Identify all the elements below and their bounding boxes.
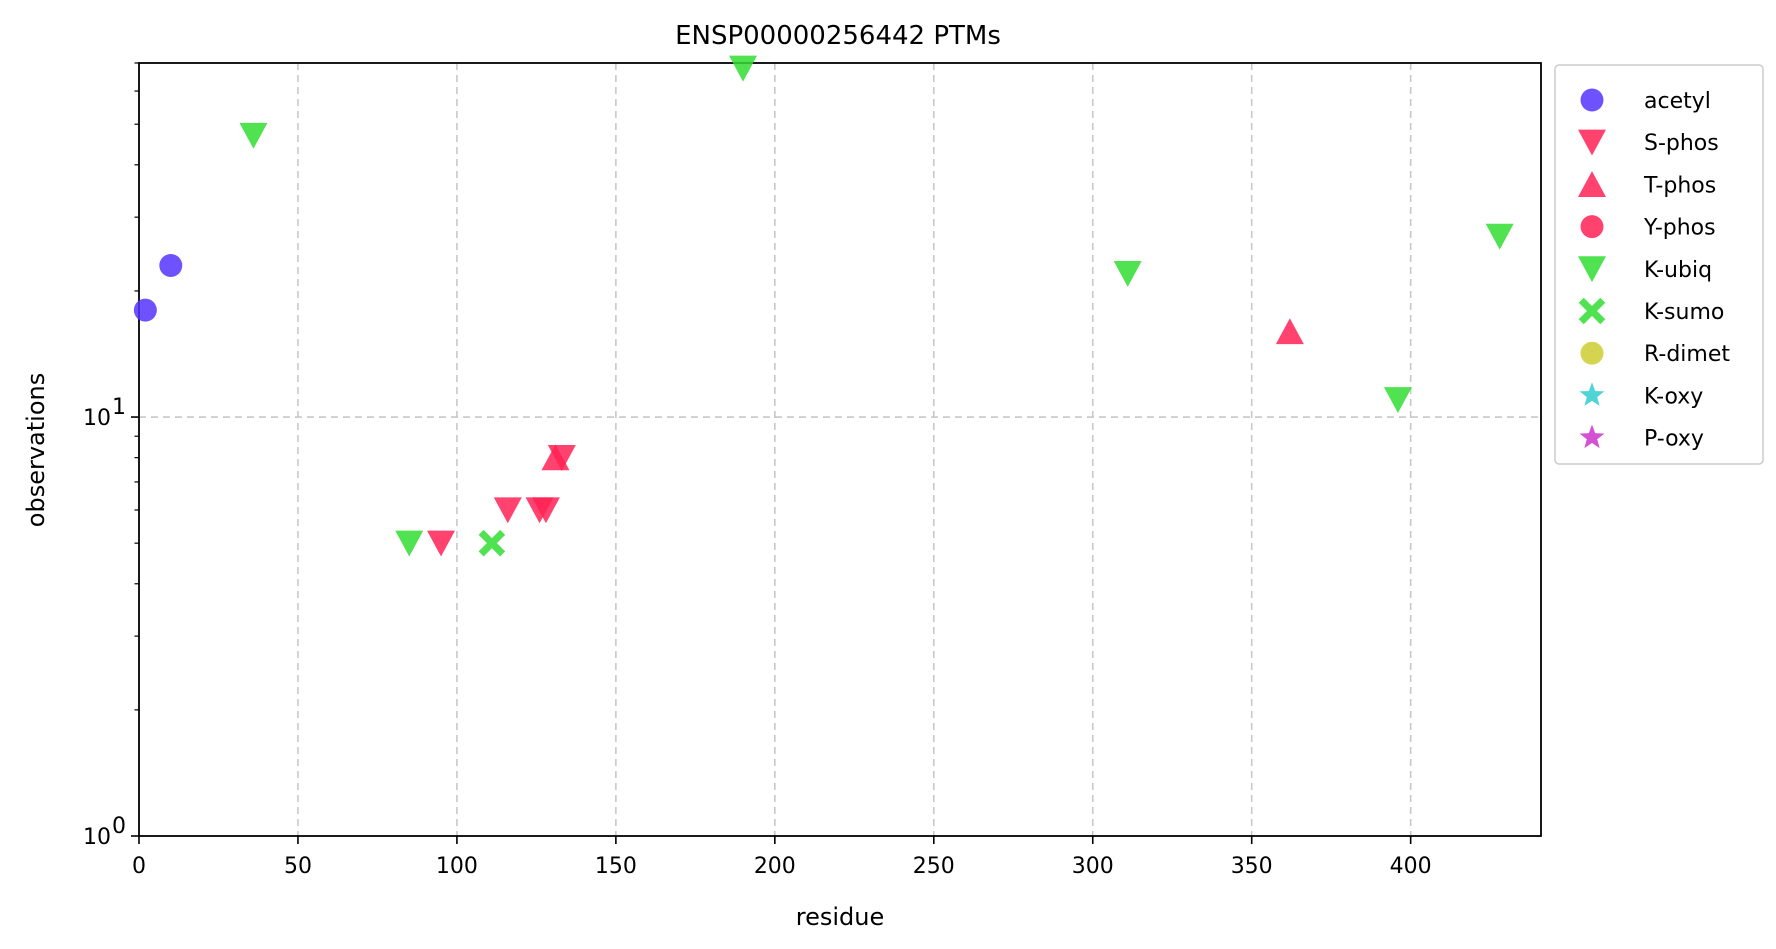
x-tick-label: 50 (284, 854, 312, 879)
x-tick-label: 250 (913, 854, 955, 879)
point-s-phos (531, 497, 560, 524)
legend-label: K-oxy (1644, 384, 1703, 409)
legend-label: S-phos (1644, 131, 1719, 156)
y-tick-exponent: 0 (112, 814, 126, 839)
point-k-ubiq (239, 122, 268, 149)
point-s-phos (427, 530, 456, 557)
point-k-ubiq (395, 530, 424, 557)
point-acetyl (159, 254, 183, 277)
x-tick-label: 0 (132, 854, 146, 879)
point-k-ubiq (1113, 260, 1142, 287)
legend-marker-p-oxy (1579, 424, 1605, 449)
x-tick-label: 100 (436, 854, 478, 879)
grid-lines (139, 63, 1541, 836)
legend-marker-y-phos (1580, 215, 1604, 239)
point-k-ubiq (1485, 223, 1514, 250)
point-acetyl (133, 298, 157, 322)
legend-marker-t-phos (1578, 171, 1606, 197)
data-points (133, 55, 1514, 557)
x-tick-label: 200 (754, 854, 796, 879)
legend: acetyl S-phos T-phos Y-phos K-ubiq K-sumo R-di… (1554, 64, 1764, 465)
legend-marker-r-dimet (1580, 341, 1604, 365)
x-tick-label: 300 (1072, 854, 1114, 879)
legend-label: acetyl (1644, 89, 1711, 114)
legend-marker-k-ubiq (1578, 256, 1606, 283)
legend-label: K-sumo (1644, 300, 1724, 325)
legend-label: T-phos (1643, 173, 1716, 198)
legend-marker-acetyl (1580, 88, 1604, 112)
x-axis-label: residue (796, 903, 885, 931)
point-t-phos (1275, 318, 1304, 345)
legend-label: P-oxy (1644, 427, 1704, 452)
legend-box (1554, 64, 1764, 465)
legend-label: Y-phos (1643, 216, 1716, 241)
legend-marker-s-phos (1578, 129, 1606, 156)
legend-label: K-ubiq (1644, 258, 1712, 283)
chart-title: ENSP00000256442 PTMs (675, 21, 1001, 51)
legend-marker-k-sumo (1578, 297, 1606, 325)
x-tick-label: 400 (1390, 854, 1432, 879)
legend-label: R-dimet (1644, 342, 1730, 367)
y-axis-label: observations (22, 373, 50, 527)
x-tick-label: 150 (595, 854, 637, 879)
x-tick-label: 350 (1231, 854, 1273, 879)
plot-frame (138, 62, 1542, 837)
point-s-phos (493, 497, 522, 524)
point-k-sumo (478, 529, 506, 557)
point-k-ubiq (1383, 387, 1412, 414)
point-t-phos (541, 444, 570, 471)
y-tick-exponent: 1 (112, 395, 126, 420)
point-k-ubiq (729, 55, 758, 82)
legend-marker-k-oxy (1579, 382, 1605, 406)
y-tick-label: 10 (83, 825, 111, 850)
y-tick-label: 10 (83, 406, 111, 431)
